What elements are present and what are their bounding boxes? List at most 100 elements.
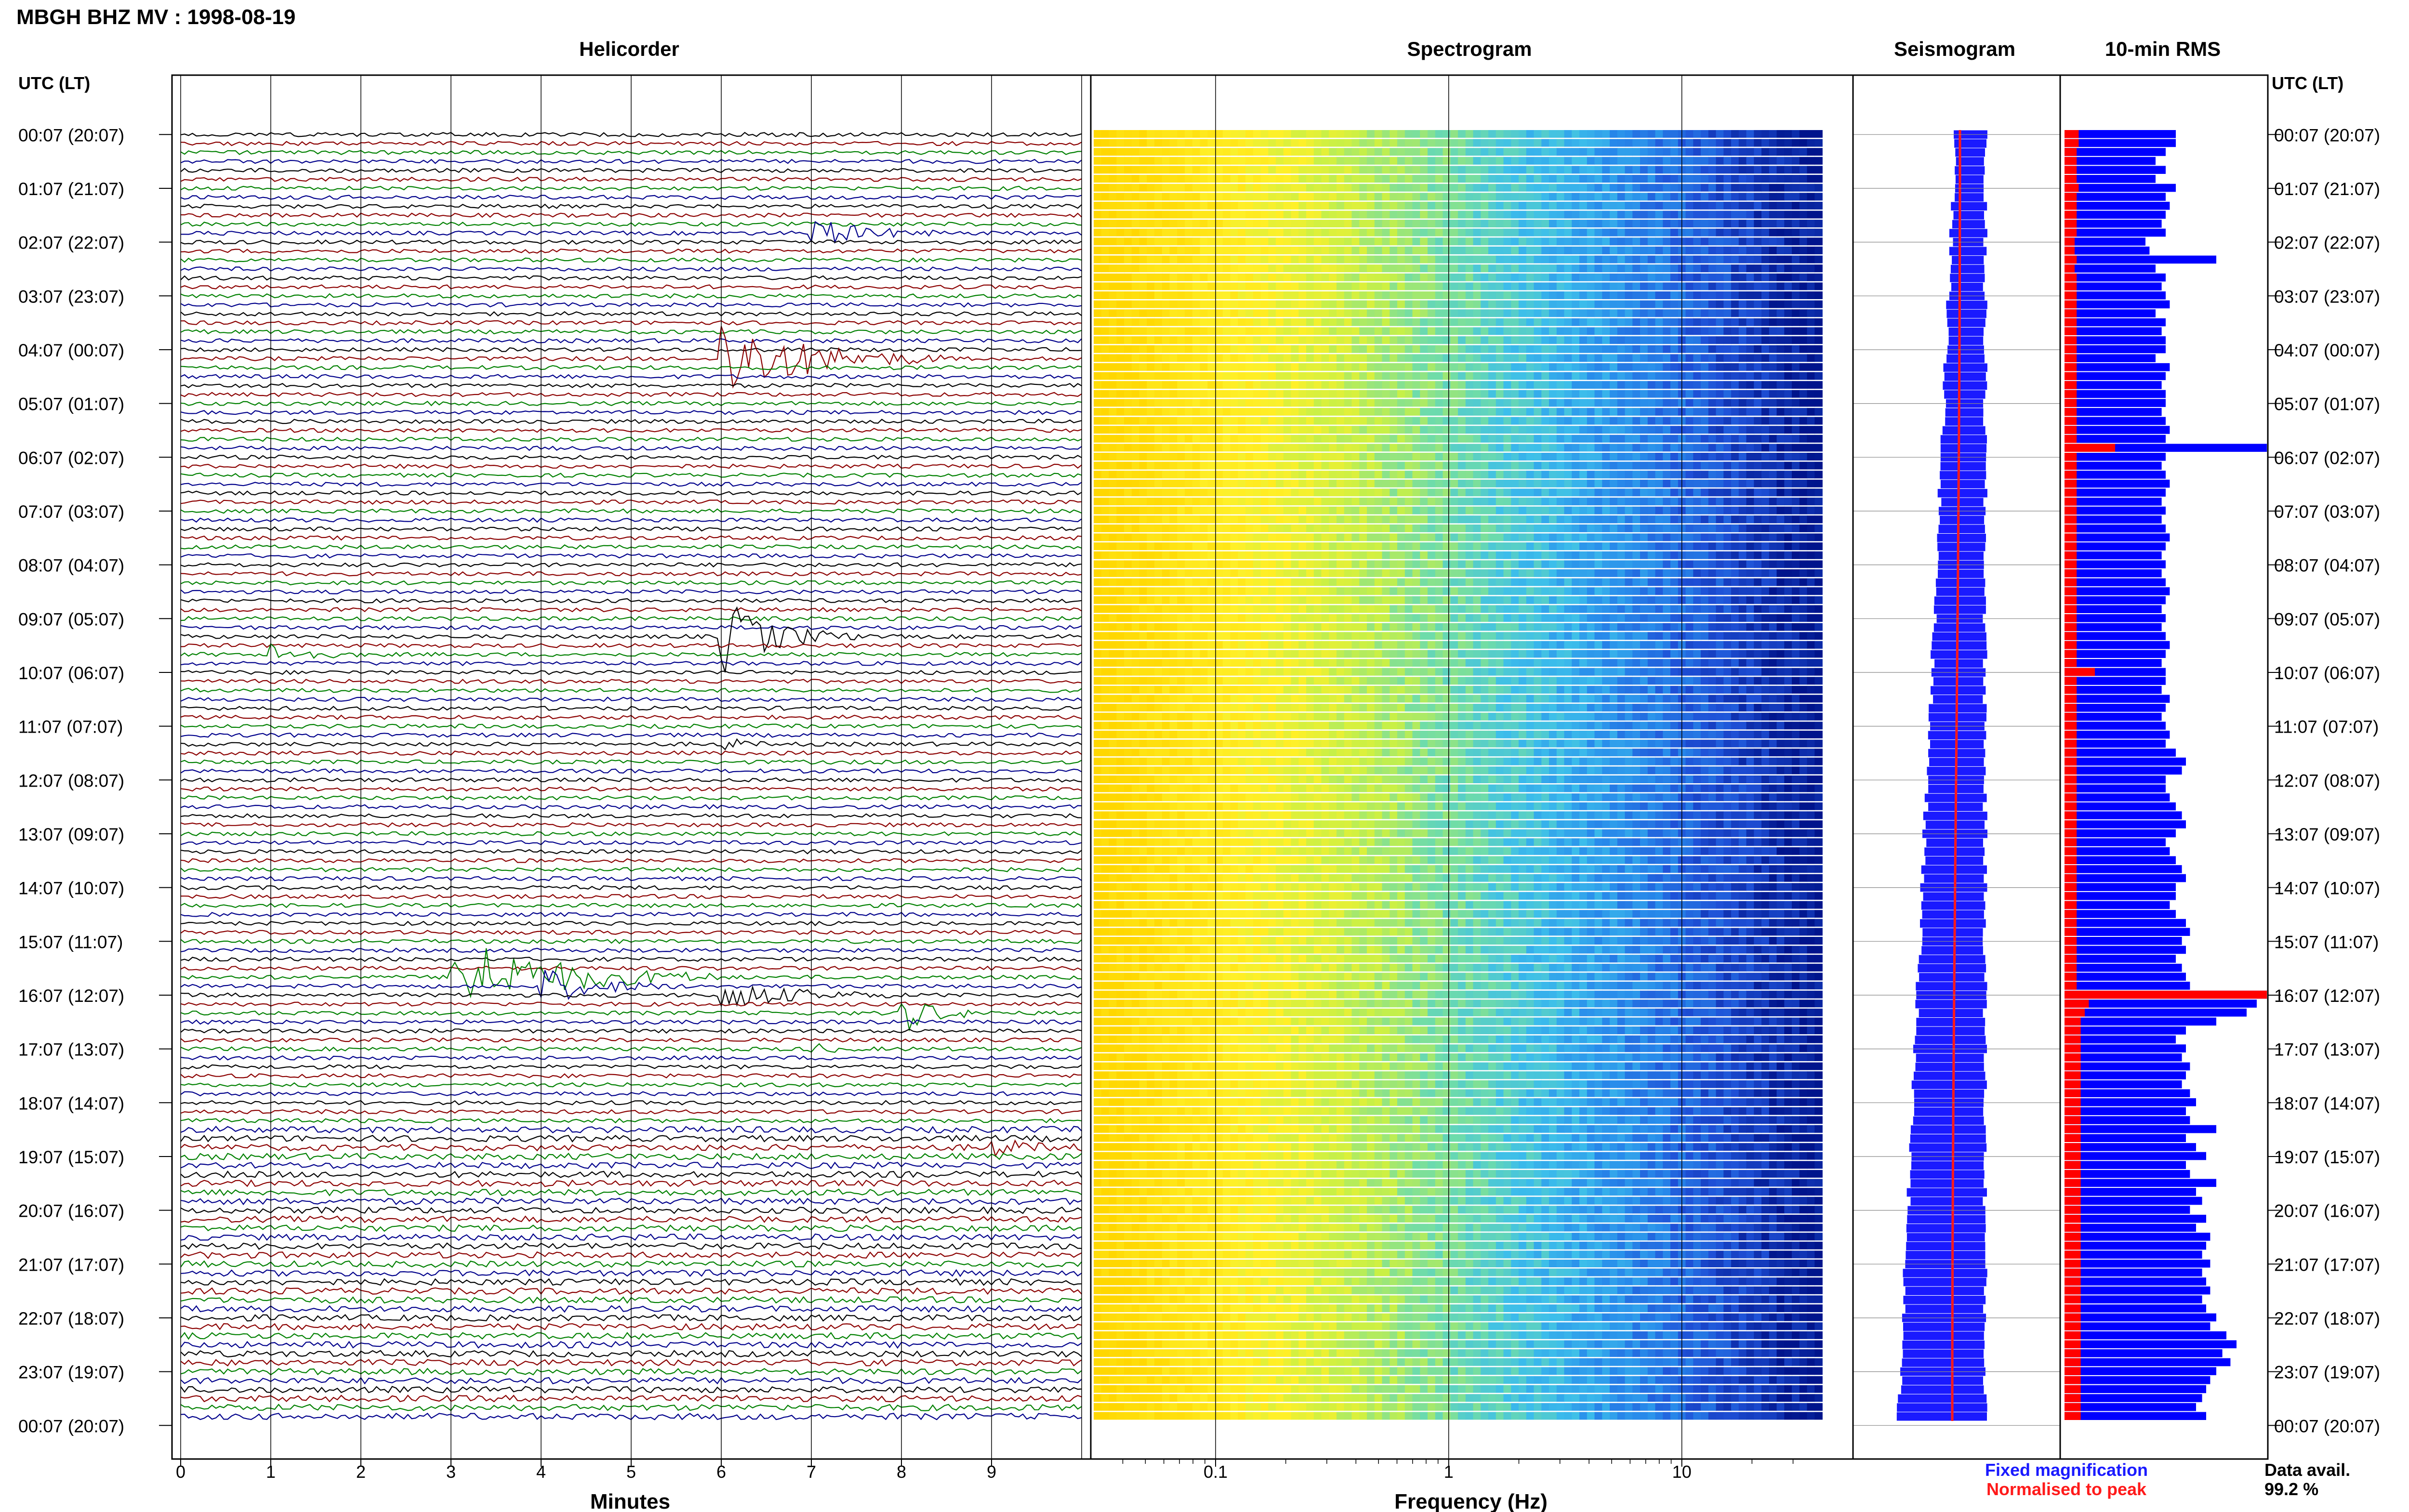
- spectrogram-cell: [1526, 578, 1535, 586]
- spectrogram-cell: [1374, 273, 1383, 281]
- spectrogram-cell: [1428, 228, 1436, 237]
- spectrogram-cell: [1101, 273, 1110, 281]
- spectrogram-cell: [1784, 372, 1792, 380]
- spectrogram-cell: [1670, 479, 1679, 487]
- spectrogram-cell: [1329, 453, 1337, 460]
- spectrogram-cell: [1761, 479, 1770, 487]
- spectrogram-cell: [1807, 309, 1815, 317]
- spectrogram-cell: [1519, 148, 1527, 156]
- spectrogram-cell: [1564, 551, 1573, 559]
- spectrogram-cell: [1359, 524, 1367, 532]
- spectrogram-cell: [1412, 408, 1421, 416]
- spectrogram-cell: [1488, 345, 1496, 353]
- spectrogram-cell: [1549, 560, 1557, 568]
- spectrogram-cell: [1465, 201, 1474, 210]
- spectrogram-cell: [1116, 444, 1125, 452]
- spectrogram-cell: [1663, 291, 1671, 299]
- spectrogram-cell: [1359, 264, 1367, 273]
- spectrogram-cell: [1428, 354, 1436, 362]
- spectrogram-cell: [1610, 372, 1618, 380]
- spectrogram-cell: [1116, 282, 1125, 290]
- spectrogram-cell: [1397, 381, 1405, 389]
- spectrogram-cell: [1420, 246, 1428, 254]
- spectrogram-cell: [1200, 273, 1208, 281]
- spectrogram-cell: [1496, 220, 1504, 228]
- spectrogram-cell: [1230, 264, 1239, 273]
- spectrogram-cell: [1344, 282, 1352, 290]
- spectrogram-cell: [1329, 228, 1337, 237]
- spectrogram-cell: [1716, 130, 1724, 138]
- spectrogram-cell: [1109, 498, 1117, 506]
- spectrogram-cell: [1276, 255, 1284, 263]
- spectrogram-cell: [1617, 498, 1626, 506]
- spectrogram-cell: [1268, 551, 1276, 559]
- spectrogram-cell: [1807, 515, 1815, 524]
- spectrogram-cell: [1716, 434, 1724, 443]
- spectrogram-cell: [1481, 444, 1489, 452]
- spectrogram-cell: [1632, 408, 1641, 416]
- spectrogram-cell: [1519, 453, 1527, 460]
- spectrogram-cell: [1428, 246, 1436, 254]
- spectrogram-cell: [1283, 390, 1292, 398]
- spectrogram-cell: [1481, 273, 1489, 281]
- spectrogram-cell: [1344, 390, 1352, 398]
- spectrogram-cell: [1139, 560, 1148, 568]
- spectrogram-cell: [1534, 264, 1542, 273]
- spectrogram-cell: [1109, 273, 1117, 281]
- spectrogram-cell: [1291, 372, 1299, 380]
- spectrogram-cell: [1481, 255, 1489, 263]
- spectrogram-cell: [1177, 479, 1185, 487]
- spectrogram-cell: [1716, 282, 1724, 290]
- spectrogram-cell: [1663, 318, 1671, 326]
- spectrogram-cell: [1746, 453, 1755, 460]
- spectrogram-cell: [1701, 551, 1709, 559]
- spectrogram-cell: [1367, 264, 1375, 273]
- spectrogram-cell: [1420, 157, 1428, 165]
- spectrogram-cell: [1814, 372, 1823, 380]
- spectrogram-cell: [1162, 479, 1170, 487]
- spectrogram-cell: [1473, 417, 1482, 425]
- spectrogram-cell: [1458, 551, 1466, 559]
- spectrogram-cell: [1708, 175, 1717, 183]
- spectrogram-cell: [1541, 327, 1549, 335]
- spectrogram-cell: [1329, 506, 1337, 514]
- spectrogram-cell: [1329, 461, 1337, 470]
- spectrogram-cell: [1359, 237, 1367, 246]
- spectrogram-cell: [1556, 506, 1565, 514]
- spectrogram-cell: [1587, 587, 1595, 595]
- spectrogram-cell: [1799, 390, 1808, 398]
- spectrogram-cell: [1367, 408, 1375, 416]
- spectrogram-cell: [1784, 193, 1792, 201]
- spectrogram-cell: [1541, 551, 1549, 559]
- spectrogram-cell: [1359, 434, 1367, 443]
- spectrogram-cell: [1283, 515, 1292, 524]
- spectrogram-cell: [1435, 237, 1443, 246]
- spectrogram-cell: [1693, 166, 1701, 174]
- spectrogram-cell: [1450, 426, 1458, 434]
- spectrogram-cell: [1776, 130, 1785, 138]
- spectrogram-cell: [1701, 542, 1709, 551]
- spectrogram-cell: [1511, 506, 1519, 514]
- spectrogram-cell: [1268, 264, 1276, 273]
- spectrogram-cell: [1109, 434, 1117, 443]
- spectrogram-cell: [1503, 300, 1512, 308]
- spectrogram-cell: [1807, 210, 1815, 219]
- spectrogram-cell: [1473, 498, 1482, 506]
- spectrogram-cell: [1283, 354, 1292, 362]
- spectrogram-cell: [1663, 273, 1671, 281]
- spectrogram-cell: [1625, 560, 1633, 568]
- spectrogram-cell: [1192, 390, 1201, 398]
- spectrogram-cell: [1443, 363, 1451, 371]
- spectrogram-cell: [1367, 587, 1375, 595]
- spectrogram-cell: [1382, 309, 1390, 317]
- spectrogram-cell: [1640, 488, 1648, 497]
- spectrogram-cell: [1177, 300, 1185, 308]
- spectrogram-cell: [1807, 291, 1815, 299]
- spectrogram-cell: [1526, 372, 1535, 380]
- spectrogram-cell: [1776, 578, 1785, 586]
- spectrogram-cell: [1131, 434, 1140, 443]
- spectrogram-cell: [1708, 372, 1717, 380]
- spectrogram-cell: [1776, 434, 1785, 443]
- spectrogram-cell: [1404, 471, 1413, 479]
